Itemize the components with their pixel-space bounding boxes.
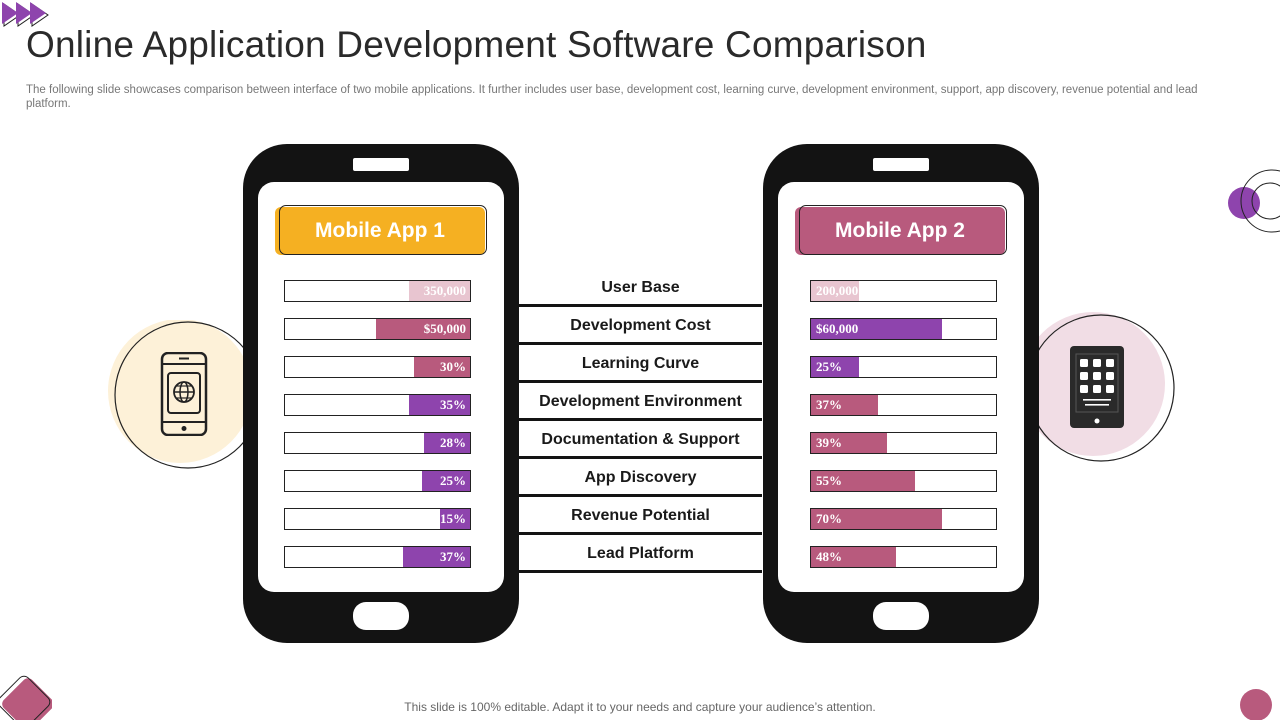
app2-header: Mobile App 2	[795, 205, 1007, 259]
app1-header: Mobile App 1	[275, 205, 487, 259]
bar-value-label: 25%	[816, 359, 842, 374]
criterion-label: Development Cost	[570, 317, 711, 334]
bar-fill	[811, 509, 942, 529]
app2-bar: 70%	[810, 508, 997, 530]
app1-bar: 28%	[284, 432, 471, 454]
bar-fill	[409, 281, 470, 301]
bar-fill	[422, 471, 470, 491]
app2-bar: 37%	[810, 394, 997, 416]
bar-value-label: 350,000	[423, 283, 466, 298]
chevron-arrows-decoration	[2, 2, 49, 27]
bar-value-label: $50,000	[423, 321, 466, 336]
bar-value-label: 35%	[440, 397, 466, 412]
bar-fill	[403, 547, 470, 567]
app1-header-pill	[275, 207, 485, 255]
app1-bar: 37%	[284, 546, 471, 568]
app2-title: Mobile App 2	[835, 219, 965, 242]
criterion-label: Development Environment	[539, 393, 742, 410]
app2-bar: 48%	[810, 546, 997, 568]
passport-phone-icon	[160, 352, 208, 436]
criterion-label: Learning Curve	[581, 355, 700, 372]
bar-value-label: 15%	[440, 511, 466, 526]
phone-home-button	[353, 602, 409, 630]
app2-bar: 39%	[810, 432, 997, 454]
app2-header-outline	[799, 205, 1007, 255]
page-subtitle: The following slide showcases comparison…	[26, 84, 1198, 110]
app2-header-pill	[795, 207, 1005, 255]
bar-fill	[376, 319, 470, 339]
criterion-divider	[519, 494, 762, 497]
criterion-divider	[519, 532, 762, 535]
criterion-label: App Discovery	[584, 469, 697, 486]
bar-fill	[440, 509, 470, 529]
app1-bar: 30%	[284, 356, 471, 378]
bar-fill	[811, 433, 887, 453]
phone-speaker	[353, 158, 409, 171]
app2-bar: 55%	[810, 470, 997, 492]
app2-bar: $60,000	[810, 318, 997, 340]
bar-value-label: 28%	[440, 435, 466, 450]
app1-bar: 350,000	[284, 280, 471, 302]
criterion-divider	[519, 418, 762, 421]
bar-value-label: 70%	[816, 511, 842, 526]
ring-decoration-right	[1228, 169, 1280, 233]
app1-bar: $50,000	[284, 318, 471, 340]
criterion-divider	[519, 456, 762, 459]
bar-fill	[811, 547, 896, 567]
app2-bar: 200,000	[810, 280, 997, 302]
criterion-divider	[519, 380, 762, 383]
criterion-divider	[519, 342, 762, 345]
circle-decoration-bottom-right	[1240, 689, 1272, 720]
criterion-divider	[519, 304, 762, 307]
app1-bar: 35%	[284, 394, 471, 416]
phone-home-button	[873, 602, 929, 630]
bar-fill	[811, 395, 878, 415]
bar-value-label: 200,000	[816, 283, 859, 298]
bar-value-label: 30%	[440, 359, 466, 374]
bar-fill	[424, 433, 470, 453]
bar-fill	[811, 357, 859, 377]
bar-value-label: 39%	[816, 435, 842, 450]
bar-value-label: 37%	[816, 397, 842, 412]
app1-header-outline	[279, 205, 487, 255]
page-title: Online Application Development Software …	[26, 24, 927, 65]
app2-bar: 25%	[810, 356, 997, 378]
bar-fill	[409, 395, 470, 415]
criterion-label: Revenue Potential	[571, 507, 710, 524]
bar-fill	[414, 357, 470, 377]
bar-value-label: 37%	[440, 549, 466, 564]
phone-app2: Mobile App 2	[763, 144, 1039, 643]
criterion-label: User Base	[601, 279, 680, 296]
app1-bar: 25%	[284, 470, 471, 492]
bar-value-label: 48%	[816, 549, 842, 564]
app1-title: Mobile App 1	[315, 219, 445, 242]
criterion-label: Documentation & Support	[541, 431, 740, 448]
phone-screen: Mobile App 1	[258, 182, 504, 592]
bar-fill	[811, 319, 942, 339]
criterion-divider	[519, 570, 762, 573]
phone-speaker	[873, 158, 929, 171]
footer-note: This slide is 100% editable. Adapt it to…	[404, 700, 876, 714]
diamond-decoration-bottom-left	[0, 675, 52, 720]
bar-value-label: $60,000	[816, 321, 859, 336]
app1-bar: 15%	[284, 508, 471, 530]
bar-fill	[811, 471, 915, 491]
phone-screen: Mobile App 2	[778, 182, 1024, 592]
app2-icon-circle	[1015, 312, 1177, 464]
tablet-grid-icon	[1070, 346, 1124, 428]
app1-icon-circle	[104, 319, 266, 470]
bar-fill	[811, 281, 859, 301]
bar-value-label: 55%	[816, 473, 842, 488]
bar-value-label: 25%	[440, 473, 466, 488]
criterion-label: Lead Platform	[587, 545, 694, 562]
